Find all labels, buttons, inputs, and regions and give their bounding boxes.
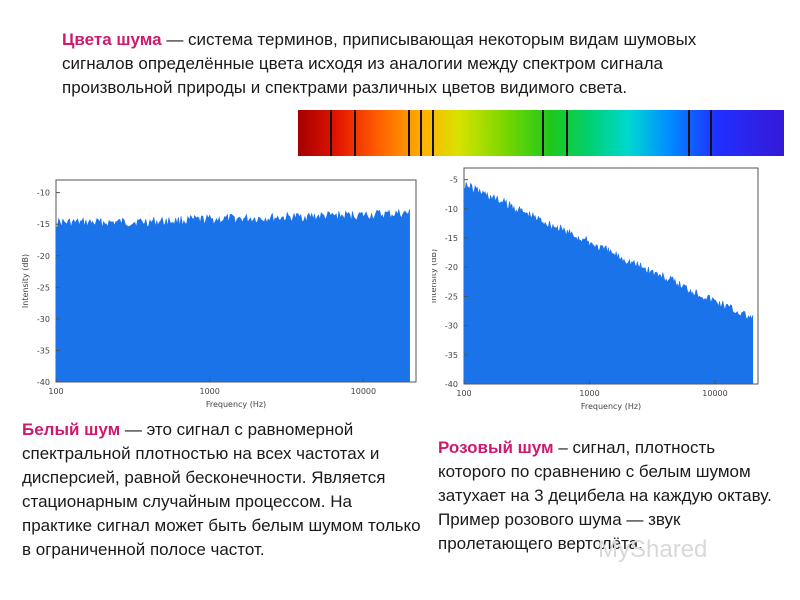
white-noise-x-axis-title: Frequency (Hz) <box>206 400 266 409</box>
white-noise-term: Белый шум <box>22 420 121 439</box>
spectral-line <box>420 110 422 156</box>
spectral-line <box>408 110 410 156</box>
white-noise-y-tick-label: -25 <box>37 283 50 292</box>
white-noise-x-tick-label: 10000 <box>351 387 376 396</box>
white-noise-noise-area <box>55 208 410 382</box>
white-noise-y-tick-label: -30 <box>37 315 50 324</box>
intro-text: — система терминов, приписывающая некото… <box>62 30 697 97</box>
pink-noise-y-tick-label: -35 <box>445 351 458 360</box>
white-noise-y-tick-label: -15 <box>37 220 50 229</box>
white-noise-y-tick-label: -35 <box>37 346 50 355</box>
pink-noise-y-tick-label: -20 <box>445 263 458 272</box>
white-noise-x-tick-label: 100 <box>48 387 63 396</box>
white-noise-y-tick-label: -20 <box>37 252 50 261</box>
pink-noise-x-tick-label: 1000 <box>579 389 599 398</box>
pink-noise-y-tick-label: -40 <box>445 380 458 389</box>
pink-noise-paragraph: Розовый шум – сигнал, плотность которого… <box>438 436 778 556</box>
white-noise-text: — это сигнал с равномерной спектральной … <box>22 420 421 559</box>
spectral-line <box>566 110 568 156</box>
white-noise-y-axis-title: Intensity (dB) <box>21 254 30 308</box>
spectral-line <box>354 110 356 156</box>
pink-noise-y-tick-label: -15 <box>445 234 458 243</box>
white-noise-y-tick-label: -40 <box>37 378 50 387</box>
spectral-line <box>542 110 544 156</box>
white-noise-x-tick-label: 1000 <box>200 387 220 396</box>
spectral-line <box>432 110 434 156</box>
white-noise-paragraph: Белый шум — это сигнал с равномерной спе… <box>22 418 422 562</box>
pink-noise-x-tick-label: 100 <box>456 389 471 398</box>
pink-noise-y-tick-label: -5 <box>450 176 458 185</box>
intro-paragraph: Цвета шума — система терминов, приписыва… <box>62 28 722 100</box>
pink-noise-term: Розовый шум <box>438 438 554 457</box>
pink-noise-x-axis-title: Frequency (Hz) <box>581 402 641 411</box>
white-noise-chart: -10 -15 -20 -25 -30 -35 -40 100 1000 10000 Frequen… <box>18 172 428 412</box>
pink-noise-chart: -5 -10 -15 -20 -25 -30 -35 -40 100 1000 10000 Frequ… <box>432 164 792 414</box>
pink-noise-x-tick-label: 10000 <box>702 389 727 398</box>
intro-term: Цвета шума <box>62 30 162 49</box>
spectral-line <box>688 110 690 156</box>
spectral-line <box>330 110 332 156</box>
pink-noise-y-tick-label: -25 <box>445 292 458 301</box>
pink-noise-text: – сигнал, плотность которого по сравнени… <box>438 438 772 553</box>
pink-noise-noise-area <box>463 182 754 384</box>
spectral-line <box>710 110 712 156</box>
pink-noise-y-axis-title: Intensity (dB) <box>432 249 438 303</box>
pink-noise-y-tick-label: -10 <box>445 205 458 214</box>
pink-noise-y-tick-label: -30 <box>445 322 458 331</box>
white-noise-y-tick-label: -10 <box>37 189 50 198</box>
watermark: MyShared <box>598 536 708 563</box>
visible-light-spectrum <box>298 110 784 156</box>
